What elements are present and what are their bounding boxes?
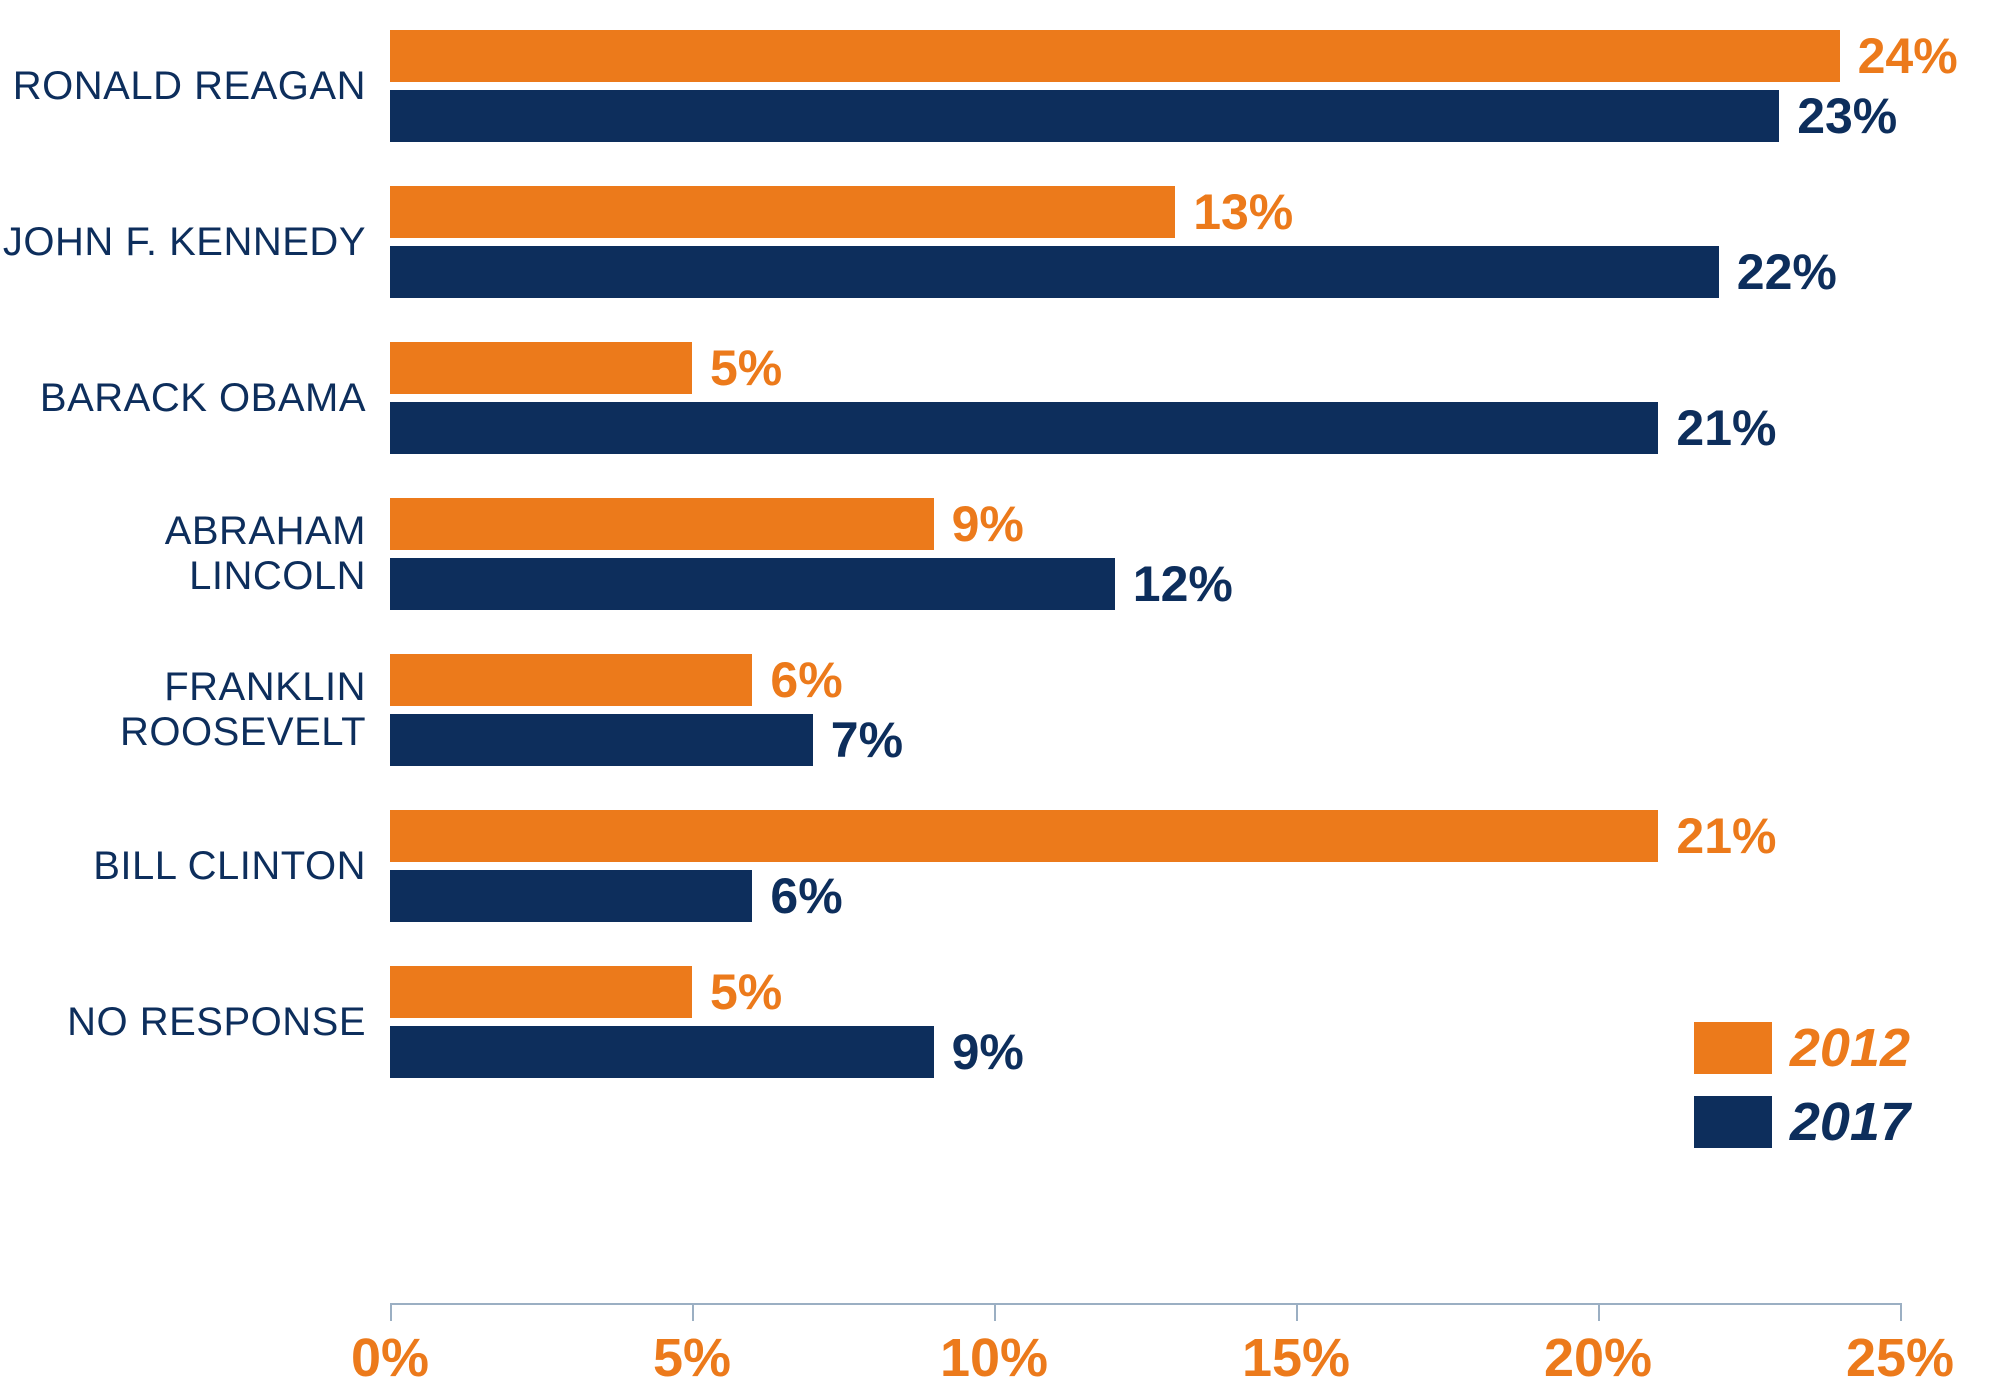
legend-label: 2017 xyxy=(1790,1091,1910,1153)
category-label: BILL CLINTON xyxy=(0,844,390,889)
bar xyxy=(390,498,934,550)
axis-tick-label: 0% xyxy=(351,1327,429,1389)
bar-line: 7% xyxy=(390,714,2000,766)
bar xyxy=(390,714,813,766)
bar-value-label: 7% xyxy=(831,711,903,769)
category-label: BARACK OBAMA xyxy=(0,376,390,421)
legend-swatch xyxy=(1694,1022,1772,1074)
axis-line xyxy=(390,1303,1900,1305)
chart-row: ABRAHAM LINCOLN 9% 12% xyxy=(0,498,2000,610)
chart-row: FRANKLIN ROOSEVELT6%7% xyxy=(0,654,2000,766)
axis-tick-label: 25% xyxy=(1846,1327,1954,1389)
category-label: ABRAHAM LINCOLN xyxy=(0,509,390,599)
axis-tick-label: 10% xyxy=(940,1327,1048,1389)
bar-value-label: 22% xyxy=(1737,243,1837,301)
bar-line: 6% xyxy=(390,870,2000,922)
bar-line: 21% xyxy=(390,810,2000,862)
bar-pair: 13% 22% xyxy=(390,186,2000,298)
axis-tick xyxy=(1296,1303,1298,1321)
axis-tick-label: 20% xyxy=(1544,1327,1652,1389)
bar-line: 12% xyxy=(390,558,2000,610)
bar-line: 13% xyxy=(390,186,2000,238)
bar xyxy=(390,30,1840,82)
bar-value-label: 24% xyxy=(1858,27,1958,85)
category-label: FRANKLIN ROOSEVELT xyxy=(0,665,390,755)
axis-tick xyxy=(1598,1303,1600,1321)
bar xyxy=(390,966,692,1018)
bar-value-label: 9% xyxy=(952,1023,1024,1081)
chart-row: RONALD REAGAN24%23% xyxy=(0,30,2000,142)
chart-row: BARACK OBAMA 5% 21% xyxy=(0,342,2000,454)
bar-value-label: 6% xyxy=(770,651,842,709)
bar-value-label: 23% xyxy=(1797,87,1897,145)
bar xyxy=(390,342,692,394)
bar-pair: 6%7% xyxy=(390,654,2000,766)
category-label: JOHN F. KENNEDY xyxy=(0,220,390,265)
legend-item: 2012 xyxy=(1694,1017,1910,1079)
bar-line: 23% xyxy=(390,90,2000,142)
bar-pair: 9% 12% xyxy=(390,498,2000,610)
legend-item: 2017 xyxy=(1694,1091,1910,1153)
bar-line: 22% xyxy=(390,246,2000,298)
bar xyxy=(390,558,1115,610)
legend-label: 2012 xyxy=(1790,1017,1910,1079)
bar-line: 9% xyxy=(390,498,2000,550)
grouped-bar-chart: RONALD REAGAN24%23%JOHN F. KENNEDY13%22%… xyxy=(0,30,2000,1122)
chart-row: BILL CLINTON 21% 6% xyxy=(0,810,2000,922)
axis-tick xyxy=(390,1303,392,1321)
bar xyxy=(390,186,1175,238)
axis-tick-label: 5% xyxy=(653,1327,731,1389)
bar-value-label: 9% xyxy=(952,495,1024,553)
category-label: NO RESPONSE xyxy=(0,1000,390,1045)
bar xyxy=(390,402,1658,454)
bar xyxy=(390,654,752,706)
legend-swatch xyxy=(1694,1096,1772,1148)
bar-value-label: 5% xyxy=(710,963,782,1021)
axis-tick xyxy=(1900,1303,1902,1321)
bar xyxy=(390,810,1658,862)
bar xyxy=(390,90,1779,142)
bar-pair: 21% 6% xyxy=(390,810,2000,922)
bar-value-label: 21% xyxy=(1676,807,1776,865)
category-label: RONALD REAGAN xyxy=(0,64,390,109)
bar xyxy=(390,246,1719,298)
chart-row: JOHN F. KENNEDY 13% 22% xyxy=(0,186,2000,298)
bar xyxy=(390,870,752,922)
bar-line: 5% xyxy=(390,342,2000,394)
axis-tick xyxy=(692,1303,694,1321)
bar-pair: 24%23% xyxy=(390,30,2000,142)
legend: 2012 2017 xyxy=(1694,1017,1910,1153)
bar-value-label: 21% xyxy=(1676,399,1776,457)
bar-value-label: 13% xyxy=(1193,183,1293,241)
axis-tick xyxy=(994,1303,996,1321)
bar-value-label: 6% xyxy=(770,867,842,925)
bar-line: 24% xyxy=(390,30,2000,82)
bar-line: 5% xyxy=(390,966,2000,1018)
bar-value-label: 5% xyxy=(710,339,782,397)
axis-tick-label: 15% xyxy=(1242,1327,1350,1389)
bar xyxy=(390,1026,934,1078)
bar-line: 6% xyxy=(390,654,2000,706)
bar-line: 21% xyxy=(390,402,2000,454)
bar-value-label: 12% xyxy=(1133,555,1233,613)
bar-pair: 5% 21% xyxy=(390,342,2000,454)
